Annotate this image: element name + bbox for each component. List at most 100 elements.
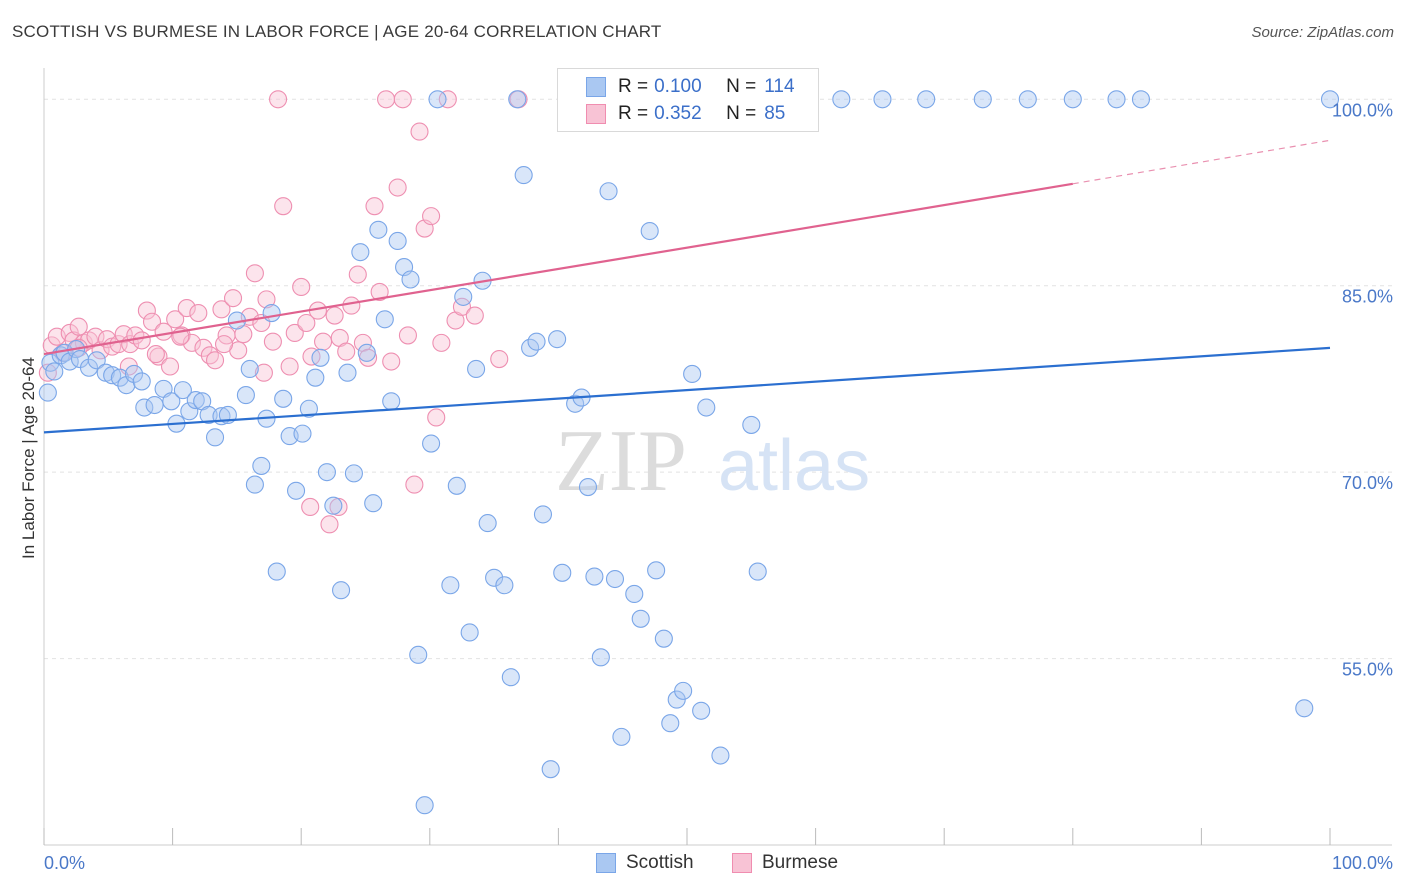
burmese-point (377, 90, 396, 109)
scottish-point (683, 364, 702, 384)
burmese-point (223, 289, 243, 308)
legend-r-value: 0.352 (654, 103, 702, 124)
scottish-point (422, 434, 441, 453)
scottish-point (1063, 90, 1082, 109)
scottish-point (533, 505, 553, 524)
scottish-point (388, 231, 407, 251)
scottish-point (132, 372, 151, 391)
burmese-point (370, 282, 389, 301)
scottish-point (548, 330, 567, 349)
scottish-point (742, 415, 761, 434)
scottish-point (110, 368, 129, 387)
scottish-point (661, 714, 680, 733)
scottish-point (454, 287, 473, 306)
scottish-point (501, 668, 520, 687)
burmese-point (490, 349, 509, 369)
scottish-point (364, 494, 383, 513)
burmese-point (465, 306, 484, 325)
scottish-point (38, 383, 57, 402)
legend-r-value: 0.100 (654, 76, 702, 97)
scottish-point (338, 363, 357, 382)
burmese-legend-label: Burmese (762, 852, 839, 873)
burmese-point (269, 90, 288, 109)
burmese-point (427, 408, 446, 427)
scottish-point (1131, 90, 1151, 109)
scottish-point (317, 463, 336, 482)
burmese-point (348, 265, 367, 284)
scottish-point (351, 243, 370, 262)
scottish-point (382, 392, 401, 411)
burmese-point (149, 347, 168, 366)
burmese-point (137, 301, 156, 320)
legend-n-label: N = (726, 103, 757, 124)
burmese-point (212, 300, 231, 319)
y-tick-label: 55.0% (1342, 660, 1393, 680)
burmese-point (325, 306, 344, 325)
scottish-point (711, 746, 730, 765)
scottish-point (591, 648, 610, 667)
scottish-point (447, 476, 466, 495)
burmese-legend-swatch (732, 853, 752, 873)
burmese-point (166, 310, 185, 329)
scottish-point (311, 348, 330, 367)
scottish-point (245, 475, 264, 494)
burmese-point (398, 326, 417, 345)
scottish-point (240, 359, 259, 379)
legend-n-value: 85 (764, 103, 786, 124)
burmese-point (337, 342, 356, 361)
burmese-point (302, 347, 321, 366)
scottish-point (467, 359, 486, 379)
burmese-point (432, 333, 451, 352)
y-tick-labels: 55.0% 70.0% 85.0% 100.0% (1332, 100, 1393, 679)
scottish-point (485, 568, 504, 587)
scottish-point (357, 343, 376, 362)
burmese-point (194, 338, 213, 357)
legend-item-scottish: Scottish (596, 852, 694, 874)
scottish-point (162, 392, 181, 411)
scottish-point (640, 221, 659, 241)
scottish-point (647, 561, 666, 580)
x-tick-label: 0.0% (44, 853, 85, 873)
scottish-point (697, 398, 716, 417)
scottish-point (186, 391, 205, 410)
scottish-point (460, 623, 479, 642)
burmese-point (438, 90, 457, 109)
source-credit: Source: ZipAtlas.com (1251, 24, 1394, 41)
x-tick-labels: 0.0% 100.0% (44, 853, 1393, 873)
legend-r-label: R = (618, 76, 649, 97)
scottish-point (832, 90, 851, 109)
scottish-point (375, 310, 394, 329)
scottish-point (585, 567, 604, 586)
scottish-point (1320, 90, 1340, 109)
scottish-point (306, 368, 325, 387)
burmese-point (342, 296, 361, 315)
scottish-point (441, 576, 460, 595)
burmese-point (292, 277, 311, 297)
burmese-point (205, 351, 225, 370)
burmese-point (382, 352, 401, 371)
burmese-point (320, 515, 339, 534)
scottish-point (41, 353, 60, 372)
burmese-point (274, 197, 293, 216)
scottish-point (873, 90, 892, 109)
scottish-point (79, 358, 99, 377)
burmese-point (365, 197, 384, 216)
scottish-point (324, 496, 343, 515)
scottish-trend-line (43, 346, 1331, 434)
scottish-point (514, 166, 533, 185)
scottish-point (1107, 90, 1126, 109)
burmese-point (314, 332, 333, 351)
burmese-point (177, 299, 196, 318)
y-tick-label: 100.0% (1332, 100, 1393, 120)
scottish-point (612, 727, 631, 746)
burmese-point (257, 290, 276, 309)
scottish-point (299, 399, 318, 418)
legend-r-label: R = (618, 103, 649, 124)
legend-row-burmese: R = 0.352 N = 85 (586, 102, 785, 126)
stats-legend: R = 0.100 N = 114 R = 0.352 N = 85 (557, 68, 819, 132)
scottish-point (145, 395, 164, 415)
scottish-point (631, 609, 650, 628)
burmese-point (182, 333, 201, 352)
scottish-point (332, 581, 351, 600)
scottish-point (173, 381, 192, 400)
